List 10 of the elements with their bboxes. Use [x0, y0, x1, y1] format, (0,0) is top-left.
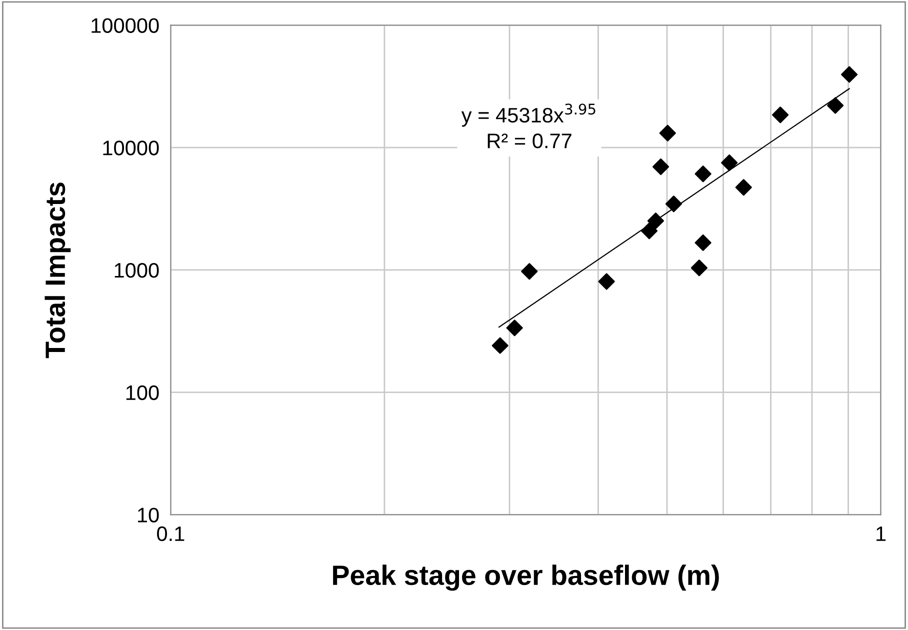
y-tick-label: 1000 — [114, 262, 159, 278]
y-axis-title: Total Impacts — [44, 182, 71, 358]
y-tick-label: 100 — [126, 385, 159, 400]
y-tick-label: 100000 — [92, 18, 159, 33]
x-tick-label: 0.1 — [157, 526, 184, 542]
y-tick-label: 10 — [138, 508, 159, 522]
x-axis-title: Peak stage over baseflow (m) — [333, 564, 719, 591]
x-tick-label: 1 — [876, 526, 886, 541]
text: y = 45318x$^{3.95}$ R² = 0.77 — [461, 104, 596, 148]
y-tick-label: 10000 — [103, 140, 159, 156]
